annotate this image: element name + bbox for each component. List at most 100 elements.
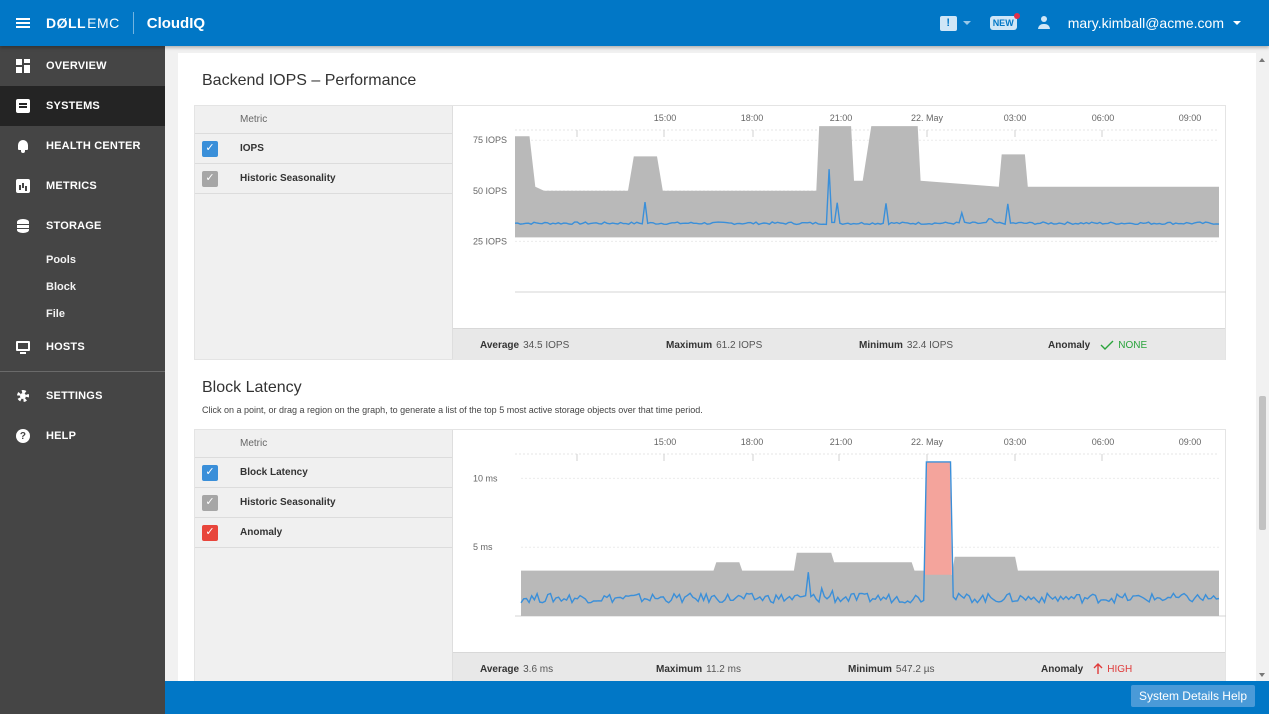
- monitor-icon: [16, 340, 30, 354]
- series-line: [514, 169, 1220, 226]
- metric-label: IOPS: [240, 143, 264, 154]
- metric-label: Historic Seasonality: [240, 173, 336, 184]
- user-email[interactable]: mary.kimball@acme.com: [1067, 15, 1224, 31]
- bottom-bar: System Details Help: [165, 681, 1269, 714]
- stat-value: 32.4 IOPS: [906, 339, 954, 351]
- scroll-down-arrow-icon[interactable]: [1259, 673, 1265, 677]
- iops-metric-list: Metric ✓ IOPS ✓ Historic Seasonality: [195, 106, 453, 359]
- x-tick-label: 15:00: [654, 437, 677, 447]
- iops-panel: Metric ✓ IOPS ✓ Historic Seasonality 15:…: [194, 105, 1226, 360]
- metric-label: Historic Seasonality: [240, 497, 336, 508]
- y-tick-label: 5 ms: [473, 542, 493, 552]
- sidebar-item-systems[interactable]: SYSTEMS: [0, 86, 165, 126]
- metric-row-iops[interactable]: ✓ IOPS: [195, 134, 452, 164]
- metric-row-anomaly[interactable]: ✓ Anomaly: [195, 518, 452, 548]
- stat-average: Average 34.5 IOPS: [480, 329, 569, 361]
- scroll-up-arrow-icon[interactable]: [1259, 58, 1265, 62]
- metric-header: Metric: [195, 106, 452, 134]
- stat-minimum: Minimum 547.2 µs: [848, 653, 934, 681]
- metric-row-historic-seasonality[interactable]: ✓ Historic Seasonality: [195, 164, 452, 194]
- latency-section-title: Block Latency: [202, 379, 302, 396]
- sidebar-item-label: HOSTS: [46, 341, 85, 353]
- sidebar-item-metrics[interactable]: METRICS: [0, 166, 165, 206]
- iops-chart-svg[interactable]: 15:00 18:00 21:00 22. May 03:00 06:00 09:00 75 …: [453, 106, 1226, 328]
- new-badge[interactable]: NEW: [989, 13, 1020, 30]
- stat-minimum: Minimum 32.4 IOPS: [859, 329, 953, 361]
- sidebar-item-storage[interactable]: STORAGE: [0, 206, 165, 246]
- systems-icon: [16, 99, 30, 113]
- x-tick-label: 18:00: [741, 113, 764, 123]
- stat-label: Maximum: [666, 339, 713, 351]
- message-icon[interactable]: !: [939, 15, 957, 31]
- x-tick-label: 22. May: [911, 113, 944, 123]
- metrics-icon: [16, 179, 30, 193]
- sidebar-item-label: OVERVIEW: [46, 60, 107, 72]
- scrollbar-thumb[interactable]: [1259, 396, 1266, 530]
- stat-label: Minimum: [859, 339, 903, 351]
- system-details-help-button[interactable]: System Details Help: [1130, 685, 1255, 707]
- stat-value: 34.5 IOPS: [523, 339, 570, 351]
- checkbox-historic-seasonality[interactable]: ✓: [202, 170, 218, 187]
- dell-emc-logo: DØLL EMC: [46, 15, 120, 31]
- checkbox-anomaly[interactable]: ✓: [202, 524, 218, 541]
- sidebar-item-hosts[interactable]: HOSTS: [0, 327, 165, 367]
- stat-maximum: Maximum 61.2 IOPS: [666, 329, 762, 361]
- x-tick-label: 03:00: [1004, 437, 1027, 447]
- main-content: Backend IOPS – Performance Metric ✓ IOPS…: [178, 53, 1256, 681]
- menu-icon[interactable]: [0, 0, 46, 46]
- help-icon: ?: [16, 429, 30, 443]
- sidebar-item-help[interactable]: ? HELP: [0, 416, 165, 456]
- top-bar: DØLL EMC CloudIQ ! NEW mary.kimball@acme.…: [0, 0, 1269, 46]
- latency-metric-list: Metric ✓ Block Latency ✓ Historic Season…: [195, 430, 453, 681]
- y-tick-label: 75 IOPS: [473, 135, 507, 145]
- metric-row-historic-seasonality[interactable]: ✓ Historic Seasonality: [195, 488, 452, 518]
- chevron-down-icon[interactable]: [962, 21, 971, 25]
- iops-stats-bar: Average 34.5 IOPS Maximum 61.2 IOPS Minimu…: [453, 328, 1225, 360]
- notification-dot: [1013, 13, 1020, 19]
- stat-label: Anomaly: [1048, 339, 1091, 351]
- anomaly-status: NONE: [1100, 340, 1147, 351]
- latency-chart-svg[interactable]: 15:00 18:00 21:00 22. May 03:00 06:00 09:00 10 …: [453, 430, 1226, 652]
- storage-icon: [16, 219, 30, 233]
- x-tick-label: 18:00: [741, 437, 764, 447]
- x-tick-label: 06:00: [1092, 437, 1115, 447]
- gear-icon: [16, 389, 30, 403]
- stat-label: Minimum: [848, 663, 892, 675]
- metric-row-block-latency[interactable]: ✓ Block Latency: [195, 458, 452, 488]
- checkbox-historic-seasonality[interactable]: ✓: [202, 494, 218, 511]
- sidebar-item-health-center[interactable]: HEALTH CENTER: [0, 126, 165, 166]
- app-name: CloudIQ: [146, 14, 206, 32]
- x-tick-label: 21:00: [830, 113, 853, 123]
- sidebar: OVERVIEW SYSTEMS HEALTH CENTER METRICS S…: [0, 46, 165, 714]
- metric-header: Metric: [195, 430, 452, 458]
- iops-section-title: Backend IOPS – Performance: [202, 72, 417, 89]
- grid-icon: [16, 59, 30, 73]
- x-tick-label: 09:00: [1179, 113, 1202, 123]
- sidebar-item-label: STORAGE: [46, 220, 102, 232]
- help-icon-glyph: ?: [19, 430, 27, 442]
- bell-icon: [16, 139, 30, 153]
- brand-dell: DØLL: [46, 15, 87, 31]
- stat-label: Anomaly: [1041, 663, 1084, 675]
- checkmark-icon: [1100, 340, 1114, 350]
- page-scrollbar[interactable]: [1256, 46, 1269, 681]
- sidebar-subitem-block[interactable]: Block: [46, 280, 76, 293]
- brand-emc: EMC: [87, 15, 120, 31]
- anomaly-value: NONE: [1118, 339, 1148, 351]
- stat-anomaly: Anomaly HIGH: [1041, 653, 1132, 681]
- sidebar-subitem-file[interactable]: File: [46, 307, 65, 320]
- user-icon[interactable]: [1037, 16, 1051, 30]
- y-tick-label: 50 IOPS: [473, 186, 507, 196]
- stat-maximum: Maximum 11.2 ms: [656, 653, 741, 681]
- checkbox-iops[interactable]: ✓: [202, 140, 218, 157]
- sidebar-item-overview[interactable]: OVERVIEW: [0, 46, 165, 86]
- sidebar-subitem-pools[interactable]: Pools: [46, 253, 76, 266]
- sidebar-item-settings[interactable]: SETTINGS: [0, 376, 165, 416]
- stat-label: Maximum: [656, 663, 703, 675]
- checkbox-block-latency[interactable]: ✓: [202, 464, 218, 481]
- arrow-up-icon: [1093, 663, 1103, 674]
- user-menu-chevron-icon[interactable]: [1233, 21, 1241, 25]
- stat-label: Average: [480, 339, 520, 351]
- x-tick-label: 22. May: [911, 437, 944, 447]
- y-tick-label: 10 ms: [473, 473, 498, 483]
